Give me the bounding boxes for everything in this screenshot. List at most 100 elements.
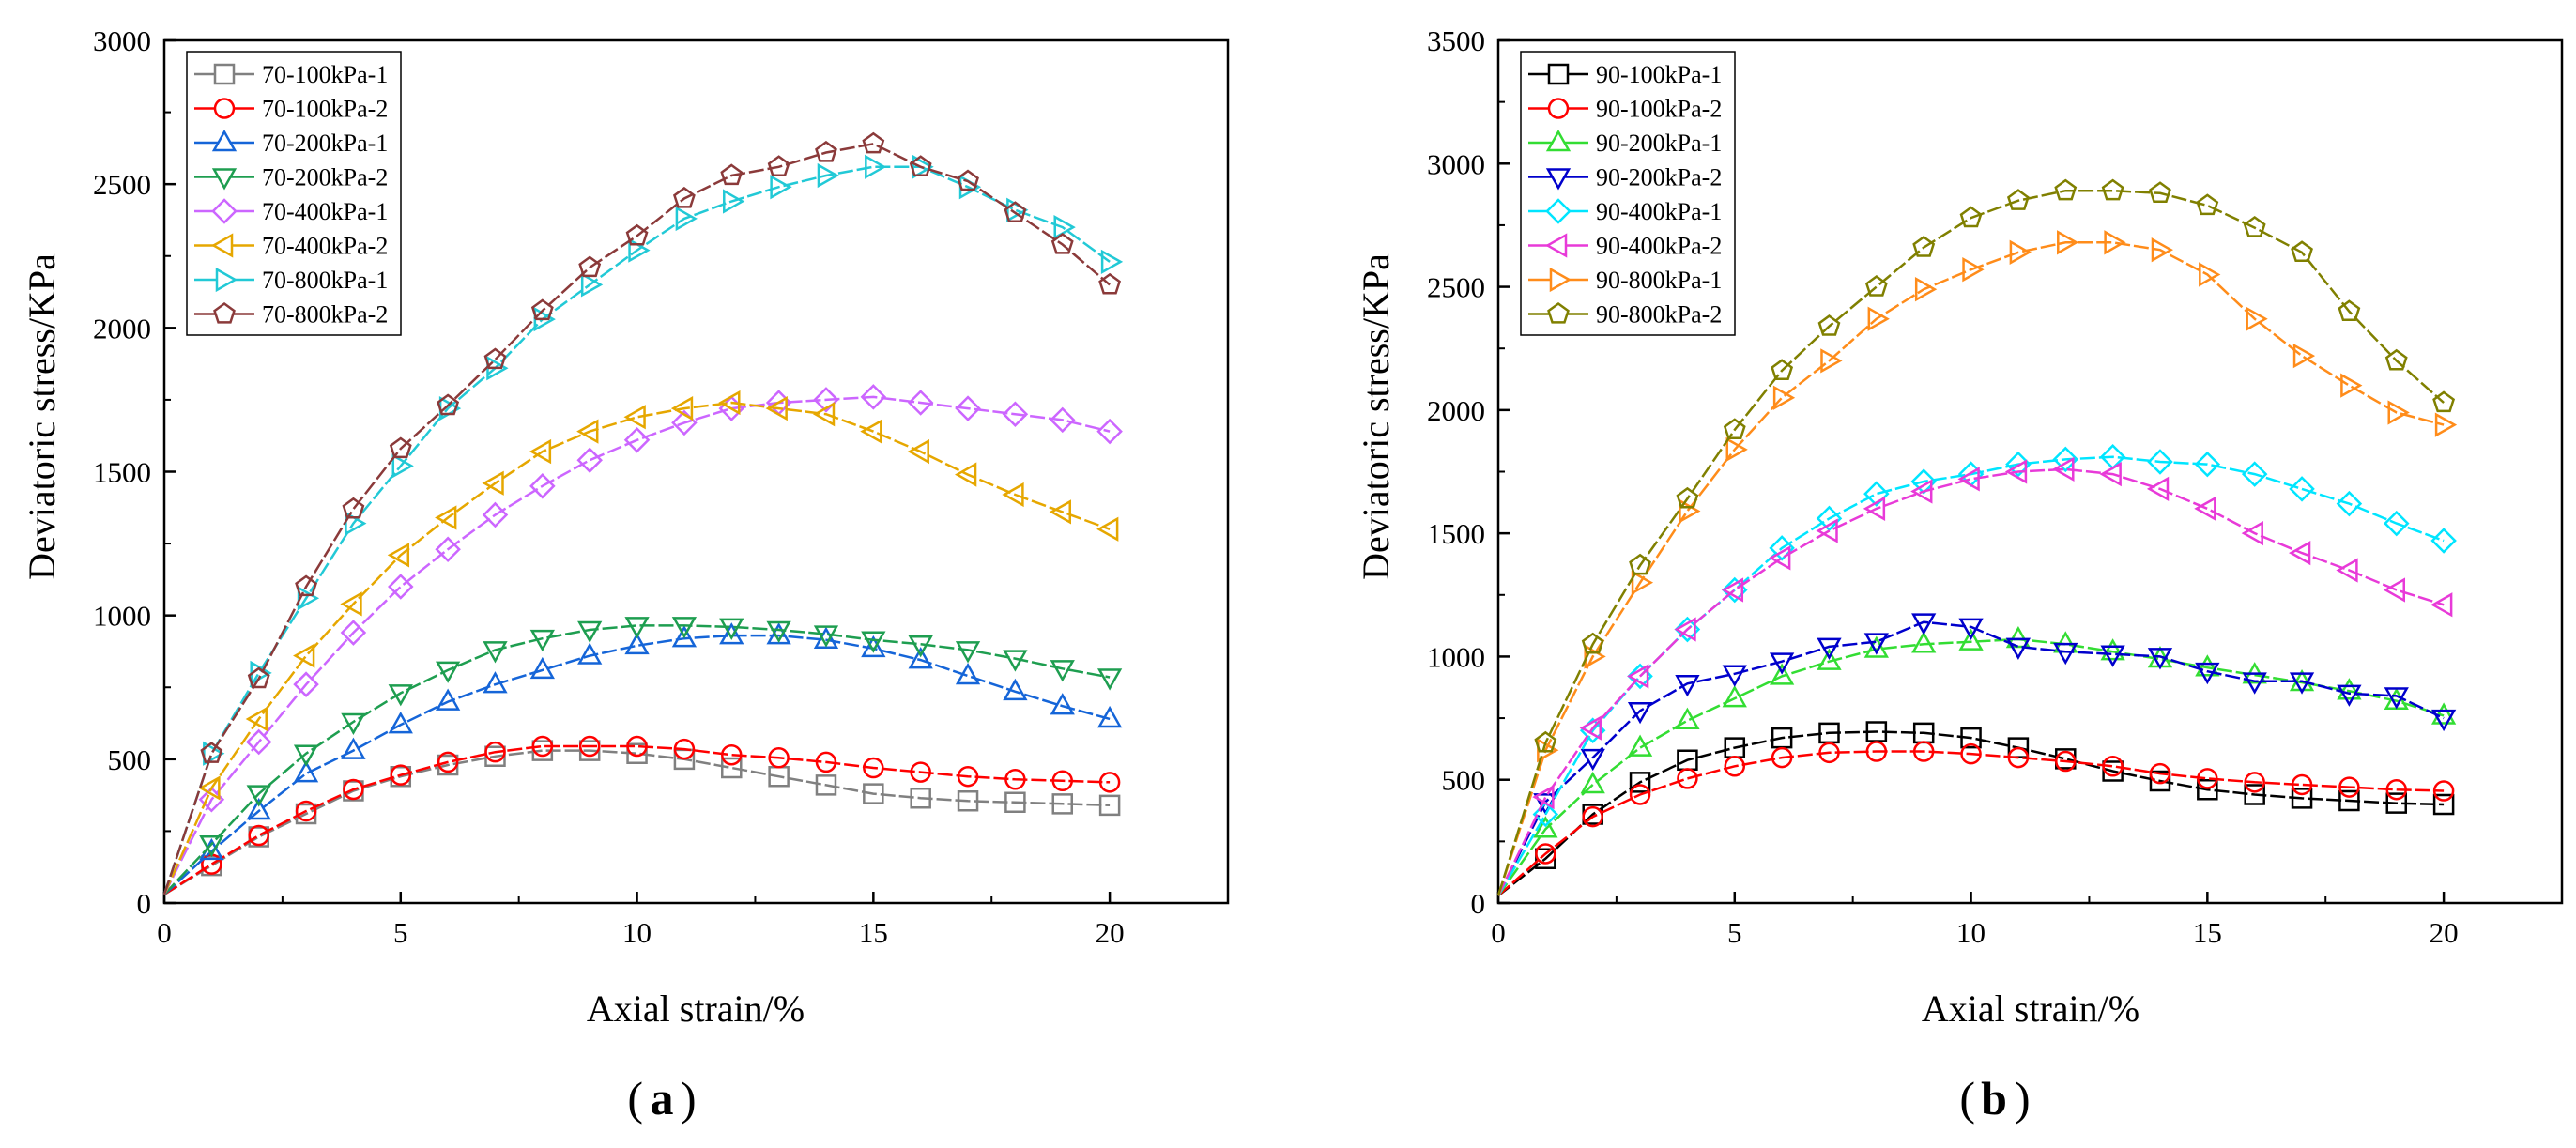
panel-a-data-point bbox=[626, 742, 648, 764]
panel-a-data-point bbox=[483, 347, 507, 370]
panel-a-data-point bbox=[531, 740, 554, 761]
panel-a-data-point bbox=[766, 620, 791, 644]
panel-a-legend-entry: 70-800kPa-1 bbox=[194, 267, 388, 294]
panel-b-data-point bbox=[2006, 189, 2030, 210]
panel-b-data-point bbox=[1725, 436, 1748, 463]
panel-b-data-point bbox=[2387, 400, 2410, 425]
panel-a-data-point bbox=[1053, 214, 1076, 240]
panel-a-legend-marker bbox=[211, 129, 238, 152]
panel-b-data-point bbox=[2338, 776, 2360, 798]
panel-a-data-point bbox=[198, 775, 221, 801]
panel-b-data-point bbox=[1629, 784, 1651, 805]
panel-b-data-point bbox=[1957, 467, 1980, 492]
panel-b-data-point bbox=[1533, 816, 1558, 838]
panel-a-data-point bbox=[578, 740, 601, 761]
panel-a-data-point bbox=[248, 824, 269, 847]
panel-a-xlabel: Axial strain/% bbox=[587, 987, 805, 1030]
panel-b-data-point bbox=[2149, 770, 2171, 792]
panel-a-data-point bbox=[813, 626, 839, 649]
panel-a-data-point bbox=[293, 744, 319, 767]
panel-b-data-point bbox=[2055, 750, 2077, 773]
panel-b-series-90-800kPa-2 bbox=[1496, 178, 2456, 896]
panel-b-series-line bbox=[1496, 189, 2445, 896]
panel-b-data-point bbox=[1820, 348, 1843, 374]
panel-b-legend-entry: 90-200kPa-1 bbox=[1528, 129, 1722, 157]
panel-a-data-point bbox=[813, 625, 839, 648]
panel-b-data-point bbox=[1817, 637, 1842, 660]
panel-b-data-point bbox=[1771, 359, 1794, 380]
panel-a-series-line bbox=[163, 749, 1111, 895]
panel-a-data-point bbox=[815, 140, 837, 162]
panel-a-data-point bbox=[1051, 793, 1074, 815]
panel-a-data-point bbox=[388, 712, 413, 734]
panel-a-data-point bbox=[955, 662, 981, 685]
panel-b-data-point bbox=[2242, 672, 2267, 695]
panel-a-data-point bbox=[1004, 769, 1026, 790]
panel-b-data-point bbox=[1959, 206, 1983, 228]
panel-a-data-point bbox=[910, 787, 931, 809]
panel-a-series-line bbox=[163, 624, 1111, 895]
panel-a-data-point bbox=[673, 738, 696, 760]
panel-b-legend-label: 90-800kPa-2 bbox=[1596, 301, 1722, 329]
panel-a-legend-entry: 70-200kPa-2 bbox=[194, 164, 388, 191]
panel-b-data-point bbox=[1631, 570, 1654, 595]
panel-b-data-point bbox=[1724, 756, 1746, 777]
panel-b-legend-label: 90-100kPa-1 bbox=[1596, 61, 1722, 88]
panel-b-data-point bbox=[2241, 521, 2263, 546]
panel-b-data-point bbox=[2338, 789, 2360, 812]
panel-b-xtick-label: 0 bbox=[1491, 916, 1506, 949]
panel-b-legend-label: 90-400kPa-1 bbox=[1596, 198, 1722, 225]
panel-a-legend-label: 70-800kPa-2 bbox=[262, 301, 388, 329]
panel-b-data-point bbox=[2246, 306, 2268, 331]
panel-b-data-point bbox=[1864, 275, 1888, 297]
panel-a-data-point bbox=[341, 737, 366, 759]
panel-b-data-point bbox=[2197, 768, 2218, 789]
panel-a-data-point bbox=[576, 447, 603, 474]
panel-a-legend-entry: 70-100kPa-2 bbox=[194, 96, 388, 123]
panel-a-data-point bbox=[437, 754, 459, 776]
panel-a-data-point bbox=[340, 620, 367, 646]
panel-a-data-point bbox=[1098, 772, 1121, 793]
panel-a-data-point bbox=[435, 505, 457, 530]
panel-b-data-point bbox=[1911, 613, 1937, 635]
panel-b-data-point bbox=[1584, 644, 1606, 669]
panel-a-data-point bbox=[813, 387, 839, 413]
panel-b-data-point bbox=[2244, 784, 2265, 805]
panel-a-data-point bbox=[954, 462, 977, 487]
panel-a-legend-label: 70-800kPa-1 bbox=[262, 267, 388, 294]
panel-b-series-line bbox=[1496, 467, 2445, 896]
panel-a-data-point bbox=[721, 743, 743, 766]
panel-b-series-line bbox=[1497, 750, 2445, 897]
panel-a-data-point bbox=[861, 635, 886, 658]
panel-a-data-point bbox=[576, 419, 599, 444]
panel-a-data-point bbox=[529, 473, 556, 499]
panel-b-ytick-label: 1000 bbox=[1427, 640, 1485, 673]
panel-b-data-point bbox=[1532, 784, 1555, 810]
panel-a-data-point bbox=[293, 760, 319, 783]
panel-b-ytick-label: 500 bbox=[1442, 764, 1486, 797]
panel-a-data-point bbox=[391, 453, 414, 479]
panel-b-data-point bbox=[2243, 216, 2266, 237]
panel-a-legend-marker bbox=[213, 301, 236, 324]
panel-b-data-point bbox=[2383, 577, 2406, 603]
panel-b-data-point bbox=[1867, 306, 1890, 331]
panel-b-data-point bbox=[2101, 178, 2124, 201]
panel-a-data-point bbox=[533, 307, 556, 332]
panel-a-legend-marker bbox=[210, 233, 234, 258]
panel-b-label: ( b ) bbox=[1959, 1072, 2030, 1125]
panel-b-legend-label: 90-100kPa-2 bbox=[1596, 96, 1722, 123]
panel-b-data-point bbox=[2432, 780, 2455, 802]
panel-a-data-point bbox=[623, 427, 651, 453]
panel-a-data-point bbox=[341, 712, 366, 736]
panel-b-legend-entry: 90-200kPa-2 bbox=[1528, 164, 1722, 191]
panel-a-legend-marker bbox=[215, 267, 238, 293]
panel-b-data-point bbox=[2005, 626, 2032, 649]
panel-a-data-point bbox=[295, 574, 317, 597]
panel-b-data-point bbox=[1958, 628, 1984, 651]
panel-a-xtick-label: 20 bbox=[1096, 916, 1125, 949]
panel-a-data-point bbox=[720, 163, 744, 186]
panel-a-series-line bbox=[162, 142, 1111, 895]
panel-b-series-line bbox=[1497, 730, 2445, 897]
panel-a-data-point bbox=[766, 622, 791, 645]
